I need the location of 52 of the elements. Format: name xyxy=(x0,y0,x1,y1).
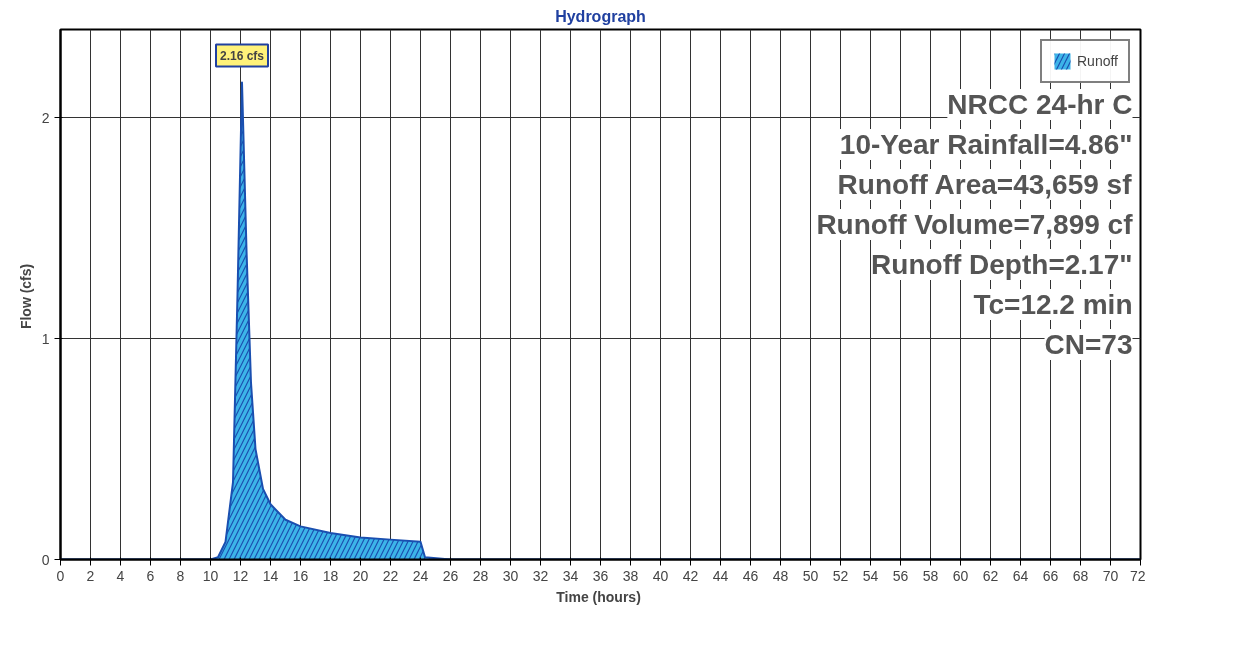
x-tick-label: 24 xyxy=(412,567,429,584)
x-tick-label: 48 xyxy=(772,567,789,584)
x-tick-label: 14 xyxy=(262,567,279,584)
x-tick-label: 30 xyxy=(502,567,519,584)
annotation: 2.16 cfs xyxy=(219,48,265,63)
x-tick-label: 56 xyxy=(892,567,909,584)
x-tick-label: 18 xyxy=(322,567,339,584)
x-tick-label: 70 xyxy=(1102,567,1119,584)
x-tick-label: 16 xyxy=(292,567,309,584)
x-tick-label: 8 xyxy=(176,567,185,584)
x-tick-label: 0 xyxy=(56,567,65,584)
x-tick-label: 38 xyxy=(622,567,639,584)
x-tick-label: 10 xyxy=(202,567,219,584)
x-tick-label: 32 xyxy=(532,567,549,584)
x-tick-label: 4 xyxy=(116,567,125,584)
y-tick-label: 1 xyxy=(41,330,50,347)
x-axis-title: Time (hours) xyxy=(556,588,641,605)
x-tick-label: 66 xyxy=(1042,567,1059,584)
x-tick-label: 42 xyxy=(682,567,699,584)
x-tick-label: 2 xyxy=(86,567,95,584)
x-tick-label: 44 xyxy=(712,567,729,584)
x-tick-label: 60 xyxy=(952,567,969,584)
annotation: Runoff Area=43,659 sf xyxy=(837,169,1133,200)
x-tick-label: 58 xyxy=(922,567,939,584)
annotation: CN=73 xyxy=(1044,329,1133,360)
x-tick-label: 68 xyxy=(1072,567,1089,584)
y-tick-label: 0 xyxy=(41,551,50,568)
x-tick-label: 40 xyxy=(652,567,669,584)
annotation: Runoff Volume=7,899 cf xyxy=(816,209,1134,240)
x-tick-label: 52 xyxy=(832,567,849,584)
x-tick-label: 50 xyxy=(802,567,819,584)
chart-title: Hydrograph xyxy=(555,7,646,25)
x-tick-label: 72 xyxy=(1129,567,1146,584)
x-tick-label: 22 xyxy=(382,567,399,584)
legend-label: Runoff xyxy=(1077,53,1118,69)
x-tick-label: 46 xyxy=(742,567,759,584)
x-tick-label: 12 xyxy=(232,567,249,584)
annotation: 10-Year Rainfall=4.86" xyxy=(839,129,1133,160)
annotation: Runoff Depth=2.17" xyxy=(871,249,1133,280)
annotation: Tc=12.2 min xyxy=(973,289,1133,320)
x-tick-label: 34 xyxy=(562,567,579,584)
y-tick-label: 2 xyxy=(41,109,50,126)
x-tick-label: 36 xyxy=(592,567,609,584)
x-tick-label: 62 xyxy=(982,567,999,584)
x-tick-label: 20 xyxy=(352,567,369,584)
annotation: NRCC 24-hr C xyxy=(947,89,1133,120)
y-axis-title: Flow (cfs) xyxy=(17,263,34,330)
x-tick-label: 64 xyxy=(1012,567,1029,584)
x-tick-label: 54 xyxy=(862,567,879,584)
x-tick-label: 26 xyxy=(442,567,459,584)
x-tick-label: 28 xyxy=(472,567,489,584)
x-tick-label: 6 xyxy=(146,567,155,584)
